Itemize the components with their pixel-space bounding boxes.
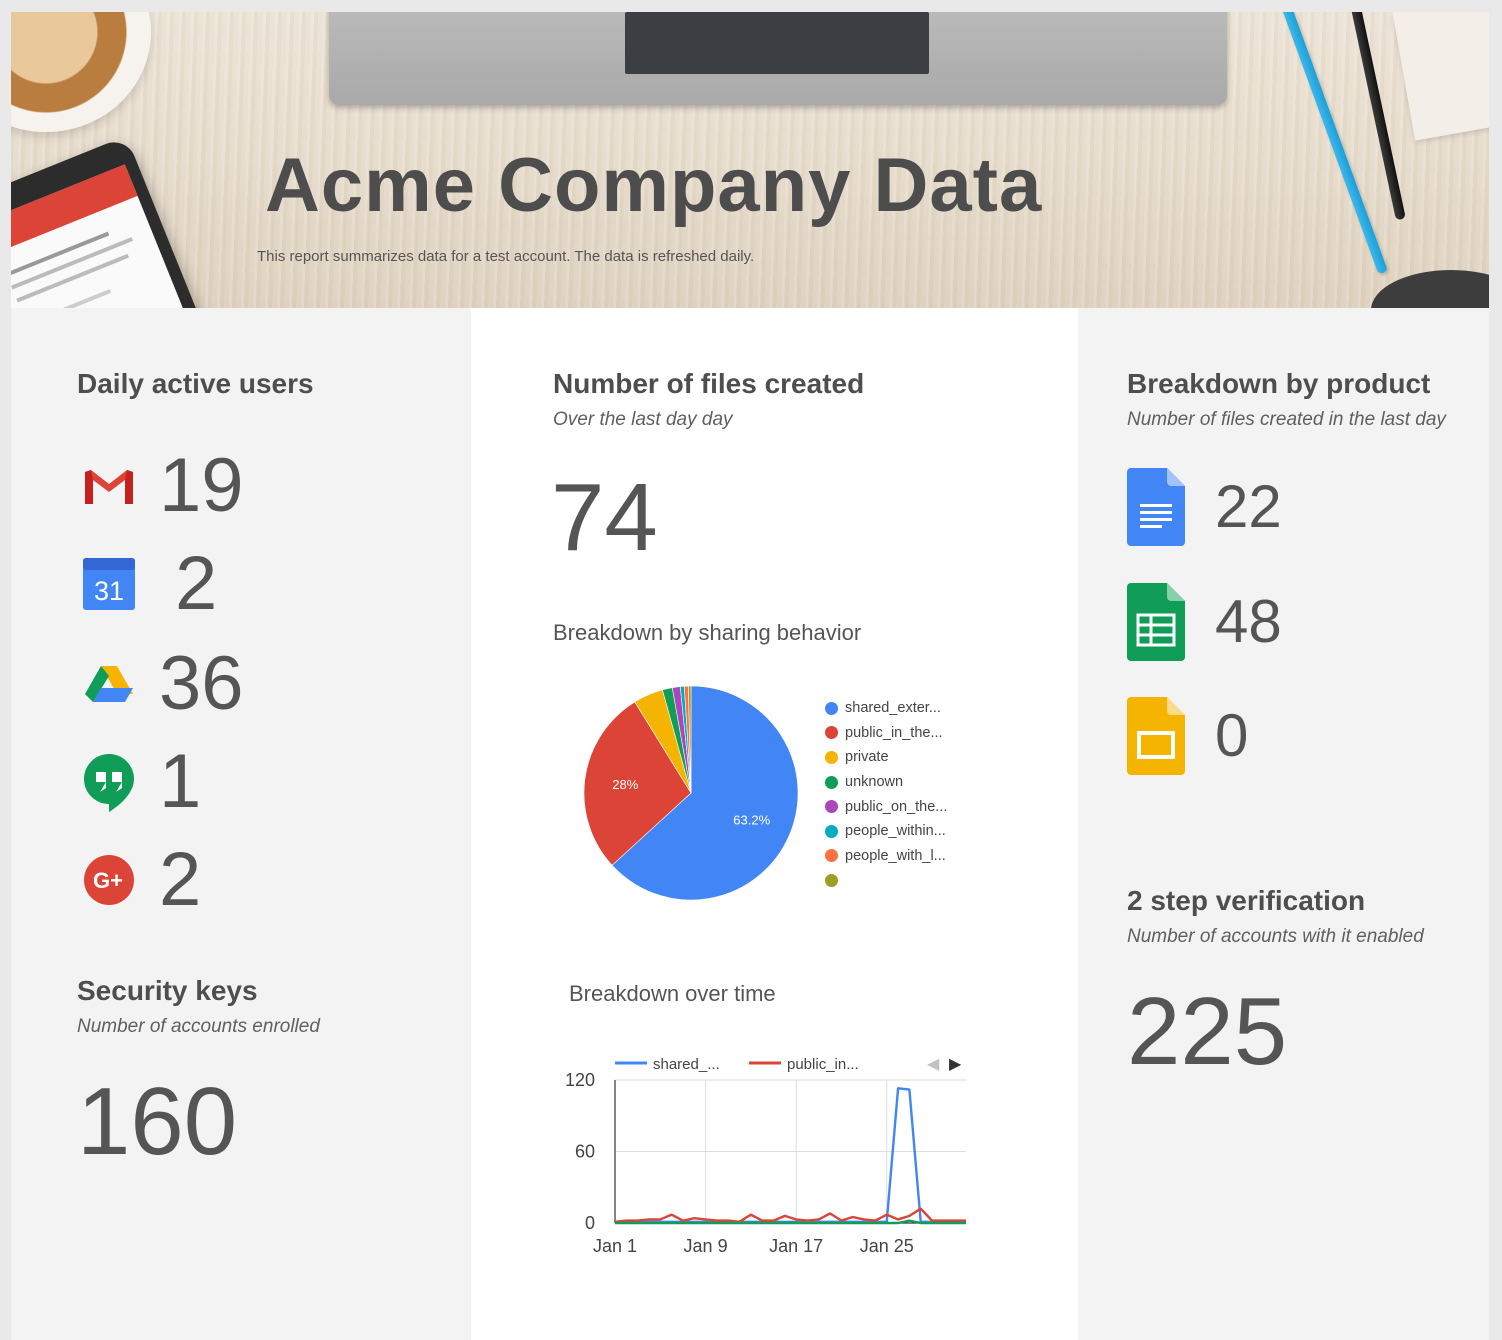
header-banner: Acme Company Data This report summarizes… [11,12,1489,308]
daily-active-users-title: Daily active users [77,368,314,399]
y-tick-label: 60 [575,1142,595,1162]
security-keys-subtitle: Number of accounts enrolled [77,1016,320,1037]
pie-slice-7[interactable] [688,685,692,794]
two-step-title: 2 step verification [1127,885,1366,916]
pie-slice-0[interactable] [611,685,799,901]
legend-swatch [825,849,838,863]
legend-swatch [825,750,838,764]
y-tick-label: 120 [565,1070,595,1090]
dau-value-gmail: 19 [159,443,244,528]
calendar-icon-text: 31 [94,576,124,606]
phone-decoration [11,135,213,308]
legend-label: public_on_the... [845,798,948,815]
page-title: Acme Company Data [265,143,1043,228]
breakdown-by-product-title: Breakdown by product [1127,368,1431,399]
legend-item-7[interactable] [825,868,947,893]
breakdown-by-product-subtitle: Number of files created in the last day [1127,409,1446,430]
dau-row-hangouts: 1 [81,742,201,822]
mouse-decoration [1371,270,1489,308]
legend-next-button[interactable]: ▶ [949,1056,962,1073]
product-value-slides: 0 [1215,702,1249,769]
coffee-cup-decoration [11,12,151,132]
sheets-icon [1127,583,1185,661]
product-row-docs: 22 [1127,467,1282,547]
legend-swatch [825,873,838,887]
legend-label: people_with_l... [845,847,946,864]
files-created-value: 74 [551,464,658,571]
legend-prev-button[interactable]: ◀ [927,1056,940,1073]
paper-decoration [1392,12,1489,141]
line-series-2[interactable] [615,1219,966,1225]
dau-value-google-plus: 2 [159,837,202,922]
dau-value-hangouts: 1 [159,739,202,824]
legend-swatch [825,775,838,789]
product-value-docs: 22 [1215,473,1282,540]
time-line-chart: 0 60 120 Jan 1 Jan 9 Jan 17 Jan 25 shared_... pu… [565,1056,966,1256]
legend-label: public_in_the... [845,724,943,741]
pen-decoration [1275,12,1389,275]
laptop-decoration [329,12,1227,105]
legend-item-0[interactable]: shared_exter... [825,696,947,721]
hangouts-icon [81,754,137,812]
legend-label: private [845,749,889,766]
security-keys-value: 160 [77,1068,238,1175]
product-row-sheets: 48 [1127,582,1282,662]
x-tick-label: Jan 17 [769,1236,823,1256]
pie-data-label-0: 63.2% [733,813,770,828]
line-legend-label-0: shared_... [653,1056,720,1073]
legend-item-3[interactable]: unknown [825,770,947,795]
line-series-0[interactable] [615,1087,966,1224]
x-tick-label: Jan 25 [860,1236,914,1256]
dau-row-google-plus: G+ 2 [81,840,201,920]
legend-label: unknown [845,774,904,791]
docs-icon [1127,468,1185,546]
line-legend-label-1: public_in... [787,1056,859,1073]
dau-row-drive: 36 [81,644,244,724]
sharing-pie-chart: 63.2% 28% [583,685,799,901]
report-page: Acme Company Data This report summarizes… [11,12,1489,1340]
files-created-title: Number of files created [553,368,865,399]
x-tick-label: Jan 9 [684,1236,728,1256]
calendar-icon: 31 [81,556,137,612]
legend-swatch [825,800,838,814]
x-tick-label: Jan 1 [593,1236,637,1256]
google-plus-icon: G+ [81,852,137,908]
two-step-subtitle: Number of accounts with it enabled [1127,926,1424,947]
legend-item-2[interactable]: private [825,745,947,770]
dau-row-gmail: 19 [81,446,244,526]
gmail-icon [81,458,137,514]
two-step-value: 225 [1127,978,1288,1085]
legend-item-5[interactable]: people_within... [825,819,947,844]
legend-item-1[interactable]: public_in_the... [825,721,947,746]
product-value-sheets: 48 [1215,588,1282,655]
product-row-slides: 0 [1127,696,1248,776]
dau-row-calendar: 31 2 [81,544,217,624]
dau-value-drive: 36 [159,641,244,726]
line-series-1[interactable] [614,1207,966,1224]
sharing-pie-legend: shared_exter... public_in_the...private un… [825,696,947,893]
dau-value-calendar: 2 [175,541,218,626]
sharing-chart-title: Breakdown by sharing behavior [553,620,862,645]
legend-swatch [825,824,838,838]
drive-icon [81,656,137,712]
legend-swatch [825,701,838,715]
page-subtitle: This report summarizes data for a test a… [257,248,755,265]
security-keys-title: Security keys [77,975,258,1006]
files-created-subtitle: Over the last day day [553,409,733,430]
legend-item-6[interactable]: people_with_l... [825,844,947,869]
y-tick-label: 0 [585,1213,595,1233]
time-chart-title: Breakdown over time [569,981,776,1006]
legend-label: shared_exter... [845,700,941,717]
legend-label: people_within... [845,823,946,840]
legend-item-4[interactable]: public_on_the... [825,794,947,819]
google-plus-icon-text: G+ [93,868,123,893]
legend-swatch [825,726,838,740]
pie-slice-1[interactable] [583,701,692,866]
slides-icon [1127,697,1185,775]
pie-data-label-1: 28% [612,777,638,792]
